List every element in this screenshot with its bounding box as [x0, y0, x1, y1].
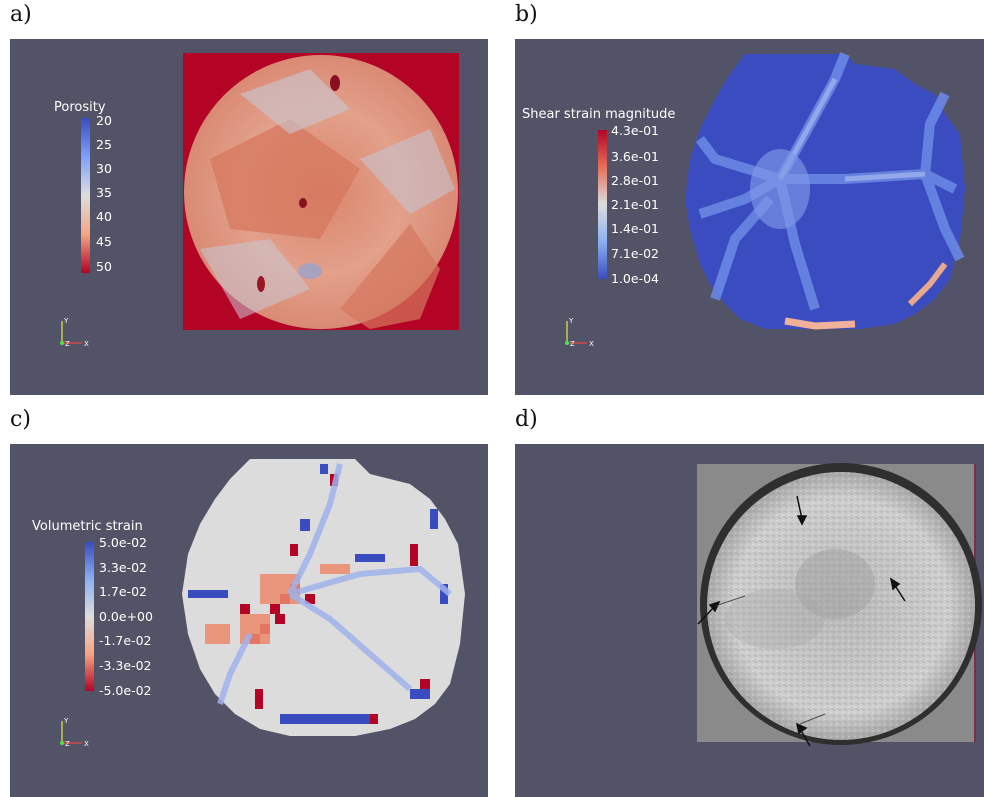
- porosity-tick-2: 30: [96, 161, 112, 176]
- panel-d-viewport: [515, 444, 984, 797]
- svg-text:Z: Z: [65, 740, 70, 748]
- porosity-colorbar: [81, 118, 90, 273]
- svg-text:Y: Y: [568, 317, 574, 325]
- shear-tick-2: 2.8e-01: [611, 173, 659, 188]
- axes-triad-a: Y Z X: [60, 317, 89, 348]
- svg-text:Y: Y: [63, 317, 69, 325]
- svg-text:X: X: [589, 340, 594, 348]
- svg-text:X: X: [84, 740, 89, 748]
- panel-label-d: d): [515, 407, 538, 432]
- axes-triad-c: Y Z X: [60, 717, 89, 748]
- panel-a-viewport: Porosity 20 25 30 35 40 45 50 Y Z X: [10, 39, 488, 395]
- volumetric-tick-6: -5.0e-02: [99, 683, 152, 698]
- volumetric-tick-5: -3.3e-02: [99, 658, 152, 673]
- shear-tick-1: 3.6e-01: [611, 149, 659, 164]
- svg-text:Y: Y: [63, 717, 69, 725]
- porosity-tick-1: 25: [96, 137, 112, 152]
- volumetric-tick-0: 5.0e-02: [99, 535, 147, 550]
- volumetric-colorbar: [85, 542, 94, 691]
- porosity-tick-6: 50: [96, 259, 112, 274]
- shear-colorbar: [598, 130, 607, 279]
- shear-strain-map: [685, 52, 965, 330]
- porosity-map: [183, 53, 459, 330]
- svg-text:Z: Z: [65, 340, 70, 348]
- sample-cross-section: [182, 459, 465, 736]
- porosity-tick-5: 45: [96, 234, 112, 249]
- dilation-cells: [188, 464, 448, 724]
- volumetric-tick-4: -1.7e-02: [99, 633, 152, 648]
- svg-text:Z: Z: [570, 340, 575, 348]
- panel-c-viewport: Volumetric strain 5.0e-02 3.3e-02 1.7e-0…: [10, 444, 488, 797]
- porosity-tick-4: 40: [96, 209, 112, 224]
- volumetric-tick-3: 0.0e+00: [99, 609, 153, 624]
- shear-tick-0: 4.3e-01: [611, 123, 659, 138]
- panel-label-c: c): [10, 407, 31, 432]
- panel-label-a: a): [10, 2, 32, 27]
- volumetric-tick-2: 1.7e-02: [99, 584, 147, 599]
- porosity-tick-0: 20: [96, 113, 112, 128]
- svg-text:X: X: [84, 340, 89, 348]
- sample-cross-section: [685, 54, 965, 329]
- shear-tick-6: 1.0e-04: [611, 271, 659, 286]
- panel-b-viewport: Shear strain magnitude 4.3e-01 3.6e-01 2…: [515, 39, 984, 395]
- shear-tick-4: 1.4e-01: [611, 221, 659, 236]
- volumetric-colorbar-title: Volumetric strain: [32, 519, 143, 534]
- panel-label-b: b): [515, 2, 538, 27]
- shear-tick-5: 7.1e-02: [611, 246, 659, 261]
- ct-scan-image: [697, 463, 982, 747]
- axes-triad-b: Y Z X: [565, 317, 594, 348]
- shear-colorbar-title: Shear strain magnitude: [522, 107, 676, 122]
- volumetric-strain-map: [182, 459, 465, 736]
- fracture-arrows: [697, 495, 906, 747]
- volumetric-tick-1: 3.3e-02: [99, 560, 147, 575]
- porosity-colorbar-title: Porosity: [54, 100, 106, 115]
- shear-tick-3: 2.1e-01: [611, 197, 659, 212]
- porosity-tick-3: 35: [96, 185, 112, 200]
